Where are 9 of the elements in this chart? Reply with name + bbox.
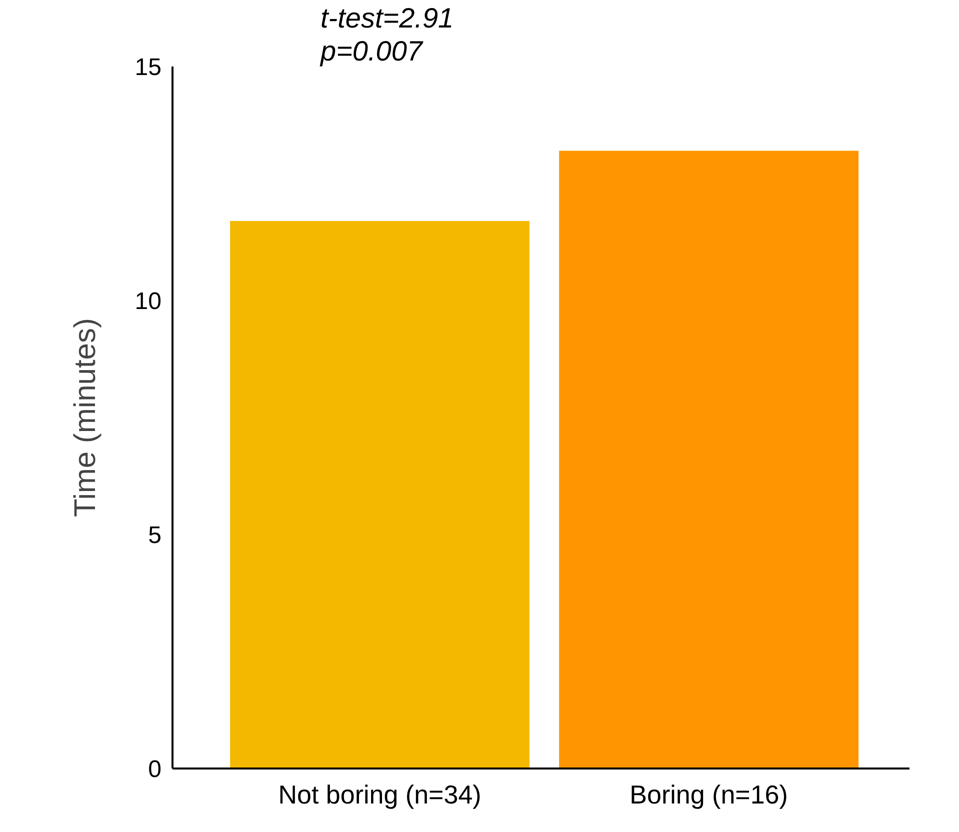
y-tick-label: 10 <box>134 288 162 315</box>
annotation: p=0.007 <box>320 36 424 66</box>
y-tick-label: 5 <box>148 522 162 549</box>
y-tick-label: 0 <box>148 756 162 783</box>
text: t-test=2.91 <box>320 2 454 34</box>
x-tick-label: Not boring (n=34) <box>278 780 482 810</box>
y-tick-label: 15 <box>134 54 162 81</box>
y-axis-title: Time (minutes) <box>68 318 102 517</box>
x-tick-label: Boring (n=16) <box>630 780 788 810</box>
